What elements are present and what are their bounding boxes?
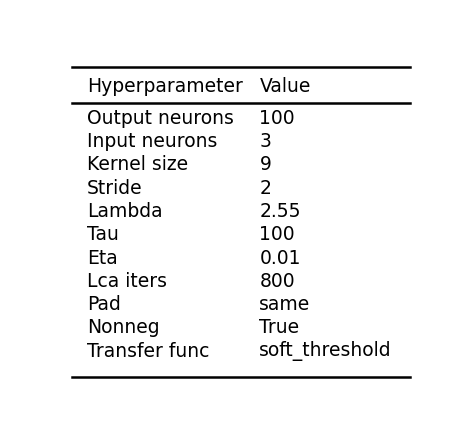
Text: Input neurons: Input neurons: [87, 132, 217, 151]
Text: Output neurons: Output neurons: [87, 109, 233, 128]
Text: 800: 800: [259, 272, 294, 291]
Text: Value: Value: [259, 77, 310, 96]
Text: Pad: Pad: [87, 295, 120, 314]
Text: Nonneg: Nonneg: [87, 318, 159, 337]
Text: Lambda: Lambda: [87, 202, 162, 221]
Text: Eta: Eta: [87, 248, 117, 267]
Text: 0.01: 0.01: [259, 248, 300, 267]
Text: same: same: [259, 295, 310, 314]
Text: 9: 9: [259, 156, 271, 175]
Text: soft_threshold: soft_threshold: [259, 341, 391, 361]
Text: Lca iters: Lca iters: [87, 272, 166, 291]
Text: 3: 3: [259, 132, 271, 151]
Text: Transfer func: Transfer func: [87, 342, 209, 361]
Text: 100: 100: [259, 109, 294, 128]
Text: 2: 2: [259, 179, 271, 198]
Text: Tau: Tau: [87, 226, 119, 244]
Text: 100: 100: [259, 226, 294, 244]
Text: Hyperparameter: Hyperparameter: [87, 77, 242, 96]
Text: Kernel size: Kernel size: [87, 156, 188, 175]
Text: True: True: [259, 318, 299, 337]
Text: Stride: Stride: [87, 179, 142, 198]
Text: 2.55: 2.55: [259, 202, 300, 221]
